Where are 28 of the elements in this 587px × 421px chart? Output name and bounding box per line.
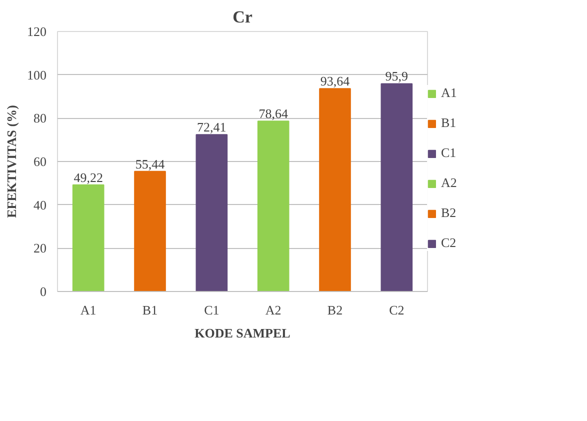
y-tick-label: 100	[27, 67, 46, 82]
legend-label: C1	[441, 145, 458, 161]
y-tick-label: 20	[34, 240, 46, 256]
legend-label: A2	[441, 175, 458, 191]
chart-title: Cr	[232, 8, 253, 26]
data-label: 49,22	[74, 170, 103, 185]
x-tick-label: C2	[389, 302, 404, 318]
x-tick-label: B2	[327, 302, 343, 318]
legend-label: B1	[441, 115, 458, 131]
legend-label: B2	[441, 205, 458, 221]
x-tick-label: C1	[204, 302, 220, 318]
y-tick-label: 60	[34, 154, 46, 169]
x-axis-title: KODE SAMPEL	[194, 326, 291, 340]
y-axis-title: EFEKTIVITAS (%)	[4, 105, 19, 218]
data-label: 78,64	[258, 106, 288, 122]
x-tick-label: A2	[265, 302, 282, 318]
x-tick-label: A1	[80, 302, 96, 318]
legend-label: C2	[441, 235, 458, 251]
data-label: 72,41	[197, 120, 226, 135]
legend-label: A1	[441, 85, 458, 101]
y-tick-label: 0	[40, 284, 46, 299]
data-label: 93,64	[320, 74, 350, 89]
y-tick-label: 80	[34, 110, 46, 126]
x-tick-label: B1	[142, 302, 158, 318]
data-label: 95,9	[385, 68, 408, 84]
y-tick-label: 120	[27, 24, 46, 39]
data-label: 55,44	[135, 156, 166, 172]
y-tick-label: 40	[34, 197, 46, 212]
